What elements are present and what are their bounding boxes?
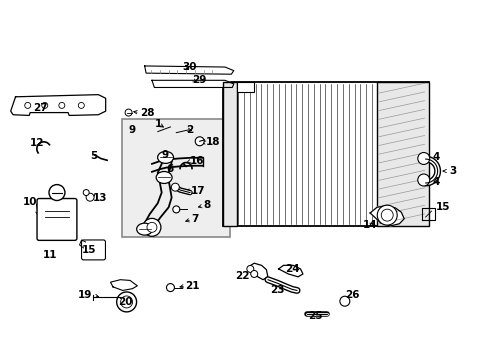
Circle shape — [195, 137, 204, 146]
Circle shape — [417, 153, 429, 165]
Circle shape — [142, 219, 161, 236]
Circle shape — [250, 270, 257, 278]
FancyBboxPatch shape — [37, 198, 77, 240]
Text: 17: 17 — [190, 186, 205, 196]
Polygon shape — [369, 206, 404, 226]
Text: 9: 9 — [162, 150, 168, 160]
Text: 8: 8 — [203, 200, 210, 210]
Circle shape — [376, 205, 396, 225]
Text: 14: 14 — [362, 220, 377, 230]
Text: 29: 29 — [191, 75, 206, 85]
Text: 26: 26 — [344, 290, 359, 300]
Text: 15: 15 — [434, 202, 449, 212]
Circle shape — [121, 296, 132, 308]
Text: 10: 10 — [23, 197, 38, 207]
Text: 21: 21 — [184, 281, 199, 291]
Text: 13: 13 — [92, 193, 107, 203]
Text: 18: 18 — [205, 138, 220, 147]
Circle shape — [339, 296, 349, 306]
Circle shape — [246, 265, 253, 273]
Text: 30: 30 — [182, 62, 197, 72]
Bar — [222, 82, 428, 226]
Circle shape — [381, 209, 392, 221]
Circle shape — [59, 103, 65, 108]
Text: 4: 4 — [431, 177, 439, 187]
Bar — [376, 82, 428, 226]
Circle shape — [78, 103, 84, 108]
Text: 11: 11 — [42, 250, 57, 260]
Circle shape — [171, 183, 179, 191]
Bar — [122, 119, 229, 237]
Bar — [236, 82, 254, 93]
Polygon shape — [144, 66, 233, 74]
Text: 12: 12 — [30, 139, 44, 148]
FancyBboxPatch shape — [81, 240, 105, 260]
Text: 23: 23 — [269, 285, 284, 296]
Circle shape — [147, 222, 157, 232]
Text: 25: 25 — [307, 311, 322, 320]
Text: 22: 22 — [234, 271, 249, 281]
Polygon shape — [11, 95, 105, 116]
Text: 24: 24 — [285, 264, 299, 274]
Circle shape — [166, 284, 174, 292]
Ellipse shape — [156, 171, 172, 184]
Polygon shape — [248, 263, 267, 280]
Circle shape — [25, 103, 31, 108]
Ellipse shape — [157, 152, 173, 163]
Circle shape — [125, 109, 132, 116]
Text: 9: 9 — [128, 125, 135, 135]
Text: 16: 16 — [189, 156, 204, 166]
Text: 1: 1 — [154, 120, 162, 129]
Polygon shape — [152, 80, 233, 87]
Circle shape — [417, 174, 429, 186]
Circle shape — [172, 206, 180, 213]
Ellipse shape — [136, 223, 152, 235]
Bar — [222, 82, 236, 226]
Circle shape — [117, 292, 136, 312]
Text: 19: 19 — [78, 291, 92, 301]
Circle shape — [49, 185, 65, 201]
Polygon shape — [110, 280, 137, 291]
Circle shape — [83, 190, 89, 195]
Text: 3: 3 — [448, 166, 455, 176]
Text: 6: 6 — [166, 164, 173, 174]
Circle shape — [41, 103, 48, 108]
Text: 15: 15 — [81, 245, 96, 255]
Text: 5: 5 — [90, 150, 97, 161]
Text: 20: 20 — [118, 297, 132, 307]
Text: 2: 2 — [185, 125, 193, 135]
Text: 7: 7 — [190, 215, 198, 224]
Text: 27: 27 — [34, 103, 48, 113]
Polygon shape — [278, 265, 303, 277]
Text: 28: 28 — [140, 108, 154, 118]
Circle shape — [86, 193, 94, 201]
Text: 4: 4 — [431, 152, 439, 162]
